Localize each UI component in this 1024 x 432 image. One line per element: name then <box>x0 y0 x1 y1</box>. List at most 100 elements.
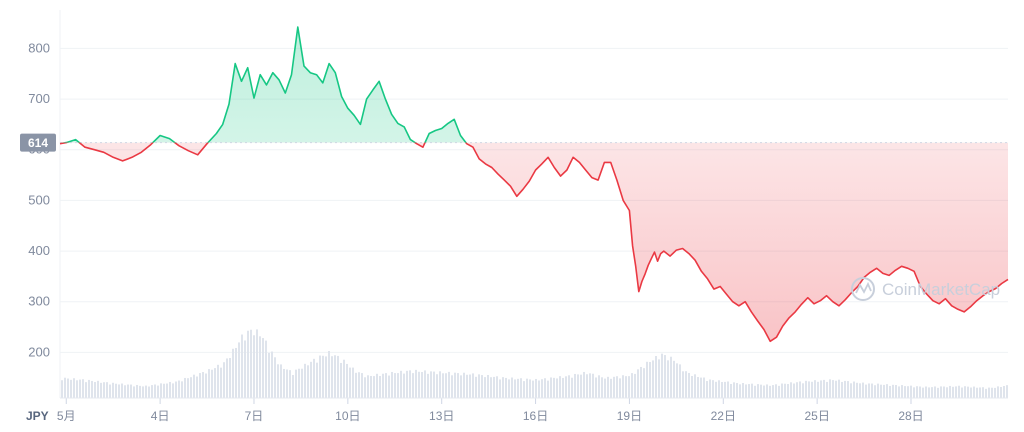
volume-bar <box>742 382 744 398</box>
reference-price-label: 614 <box>28 136 48 150</box>
volume-bar <box>652 360 654 398</box>
volume-bar <box>277 364 279 398</box>
volume-bar <box>673 360 675 398</box>
volume-bar <box>688 372 690 398</box>
volume-bar <box>754 385 756 398</box>
volume-bar <box>346 363 348 398</box>
volume-bar <box>895 385 897 398</box>
volume-bar <box>604 378 606 398</box>
volume-bar <box>499 379 501 398</box>
volume-bar <box>922 387 924 398</box>
volume-bar <box>526 378 528 398</box>
volume-bar <box>448 371 450 398</box>
volume-bar <box>379 376 381 398</box>
volume-bar <box>787 384 789 398</box>
volume-bar <box>880 384 882 398</box>
volume-bar <box>103 382 105 398</box>
volume-bar <box>388 375 390 398</box>
volume-bar <box>475 376 477 398</box>
volume-bar <box>373 376 375 398</box>
volume-bar <box>625 376 627 398</box>
volume-bar <box>490 377 492 398</box>
volume-bar <box>358 372 360 398</box>
volume-bar <box>982 387 984 398</box>
volume-bar <box>400 370 402 398</box>
volume-bar <box>661 353 663 398</box>
volume-bar <box>973 386 975 398</box>
volume-bar <box>622 375 624 398</box>
volume-bar <box>658 359 660 398</box>
volume-bar <box>274 357 276 398</box>
volume-bar <box>793 383 795 398</box>
volume-bar <box>394 373 396 398</box>
volume-bar <box>361 373 363 398</box>
volume-bar <box>1006 385 1008 398</box>
volume-bar <box>991 387 993 398</box>
volume-bar <box>427 373 429 398</box>
volume-bar <box>940 386 942 398</box>
volume-bar <box>934 386 936 398</box>
volume-bar <box>595 377 597 398</box>
volume-bar <box>367 375 369 398</box>
volume-bar <box>805 380 807 398</box>
volume-bar <box>451 375 453 398</box>
volume-bar <box>757 384 759 398</box>
volume-bar <box>763 385 765 398</box>
volume-bar <box>790 382 792 398</box>
reference-price-badge: 614 <box>20 133 56 152</box>
volume-bar <box>913 387 915 398</box>
volume-bar <box>127 384 129 398</box>
volume-bars <box>61 329 1008 398</box>
watermark-logo-mark <box>855 281 872 294</box>
volume-bar <box>262 338 264 398</box>
volume-bar <box>163 383 165 398</box>
volume-bar <box>655 355 657 398</box>
volume-bar <box>841 381 843 398</box>
volume-bar <box>82 379 84 398</box>
volume-bar <box>148 386 150 398</box>
x-tick-label: 10日 <box>335 409 360 423</box>
volume-bar <box>100 382 102 398</box>
volume-bar <box>862 382 864 398</box>
volume-bar <box>523 381 525 398</box>
y-axis-ticks: 800700600500400300200 <box>28 40 50 359</box>
volume-bar <box>301 368 303 398</box>
volume-bar <box>955 386 957 398</box>
volume-bar <box>631 373 633 398</box>
volume-bar <box>187 378 189 398</box>
volume-bar <box>226 358 228 398</box>
y-tick-label: 200 <box>28 344 50 359</box>
volume-bar <box>205 373 207 398</box>
volume-bar <box>730 383 732 398</box>
volume-bar <box>820 380 822 398</box>
volume-bar <box>190 377 192 398</box>
volume-bar <box>412 373 414 398</box>
volume-bar <box>559 376 561 398</box>
volume-bar <box>211 369 213 398</box>
volume-bar <box>232 348 234 398</box>
volume-bar <box>748 384 750 398</box>
volume-bar <box>442 373 444 398</box>
volume-bar <box>727 381 729 398</box>
volume-bar <box>298 368 300 398</box>
volume-bar <box>496 376 498 398</box>
volume-bar <box>826 381 828 398</box>
y-tick-label: 300 <box>28 294 50 309</box>
volume-bar <box>919 386 921 398</box>
volume-bar <box>664 355 666 398</box>
volume-bar <box>118 384 120 398</box>
x-tick-label: 13日 <box>429 409 454 423</box>
volume-bar <box>751 383 753 398</box>
volume-bar <box>217 364 219 398</box>
volume-bar <box>214 368 216 398</box>
volume-bar <box>136 384 138 398</box>
volume-bar <box>577 374 579 398</box>
volume-bar <box>124 385 126 398</box>
volume-bar <box>208 369 210 398</box>
volume-bar <box>739 384 741 398</box>
volume-bar <box>1003 386 1005 398</box>
volume-bar <box>73 378 75 398</box>
volume-bar <box>520 378 522 398</box>
volume-bar <box>898 386 900 398</box>
volume-bar <box>856 382 858 398</box>
